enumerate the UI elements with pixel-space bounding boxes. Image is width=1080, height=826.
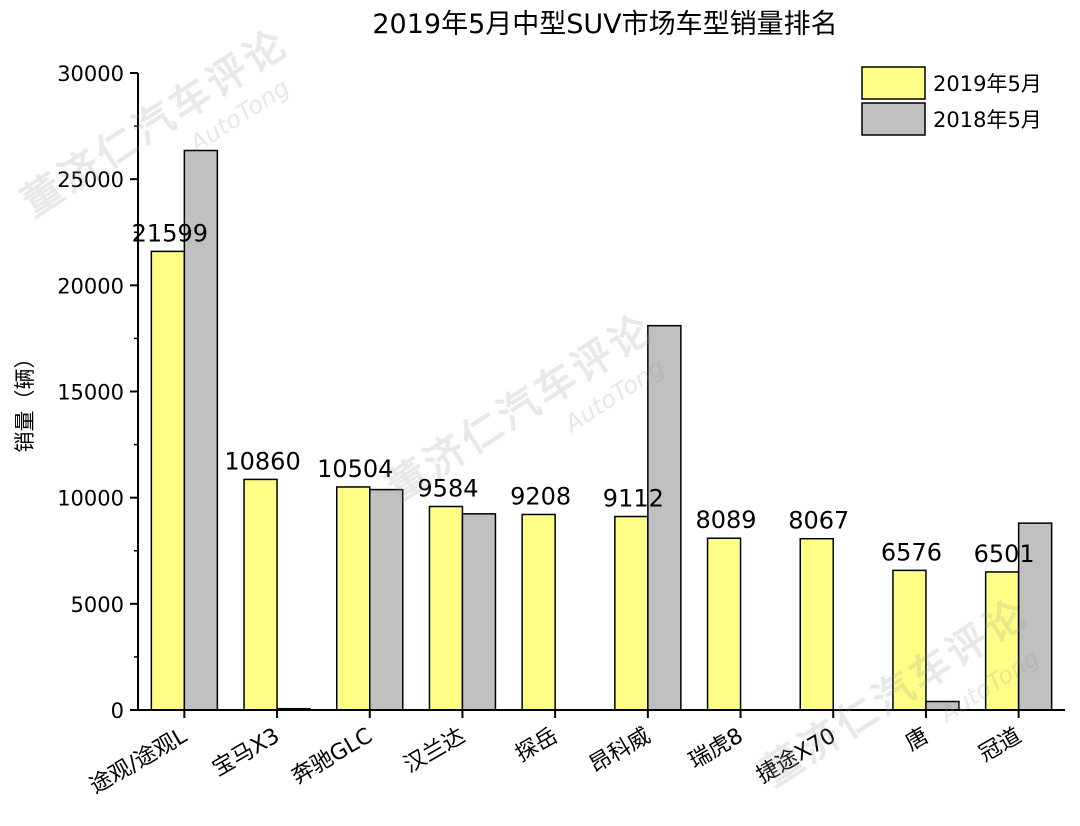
bar-series1 <box>799 537 834 711</box>
x-tick-label: 唐 <box>901 724 933 757</box>
bar-series1 <box>243 478 278 711</box>
y-tick-label: 5000 <box>71 593 124 617</box>
x-tick-label: 瑞虎8 <box>685 724 748 775</box>
y-tick-label: 30000 <box>57 62 124 86</box>
bar-series2 <box>1017 522 1053 711</box>
y-axis-label: 销量（辆） <box>13 348 37 453</box>
x-tick-label: 途观/途观L <box>86 723 192 799</box>
y-tick-label: 10000 <box>57 487 124 511</box>
x-tick-label: 昂科威 <box>585 724 655 779</box>
data-label: 9208 <box>510 482 571 510</box>
bar-series1 <box>336 486 371 711</box>
legend-swatch <box>861 66 926 100</box>
x-tick-label: 探岳 <box>512 724 563 768</box>
data-label: 9112 <box>603 485 664 513</box>
bar-series2 <box>369 488 404 711</box>
bar-series1 <box>150 250 186 711</box>
bar-series1 <box>706 537 742 711</box>
data-label: 8067 <box>788 507 849 535</box>
x-tick-label: 冠道 <box>975 724 1026 768</box>
bar-series1 <box>614 515 649 711</box>
bar-series1 <box>892 569 927 711</box>
y-tick-label: 20000 <box>57 274 124 298</box>
bar-series2 <box>461 513 497 711</box>
data-label: 9584 <box>417 474 478 502</box>
bar-series2 <box>647 324 682 711</box>
legend-label: 2018年5月 <box>933 108 1042 132</box>
x-tick-label: 宝马X3 <box>208 724 284 782</box>
y-tick-label: 25000 <box>57 168 124 192</box>
data-label: 6501 <box>974 540 1035 568</box>
bars-layer: 21599 10860 10504 9584 9208 9112 8089 8067 6576 6… <box>132 149 1053 711</box>
bar-series1 <box>521 513 556 711</box>
data-label: 10504 <box>317 455 393 483</box>
data-label: 8089 <box>696 506 757 534</box>
data-label: 6576 <box>881 538 942 566</box>
data-label: 21599 <box>132 219 208 247</box>
legend-label: 2019年5月 <box>933 72 1042 96</box>
bar-series2 <box>183 149 219 711</box>
x-tick-label: 汉兰达 <box>400 724 470 779</box>
y-tick-label: 0 <box>111 699 124 723</box>
data-label: 10860 <box>224 447 300 475</box>
legend-swatch <box>861 102 926 136</box>
chart-title: 2019年5月中型SUV市场车型销量排名 <box>372 9 837 40</box>
legend: 2019年5月 2018年5月 <box>861 66 1042 136</box>
y-tick-label: 15000 <box>57 381 124 405</box>
bar-series1 <box>428 505 464 711</box>
x-tick-label: 奔驰GLC <box>287 724 376 790</box>
